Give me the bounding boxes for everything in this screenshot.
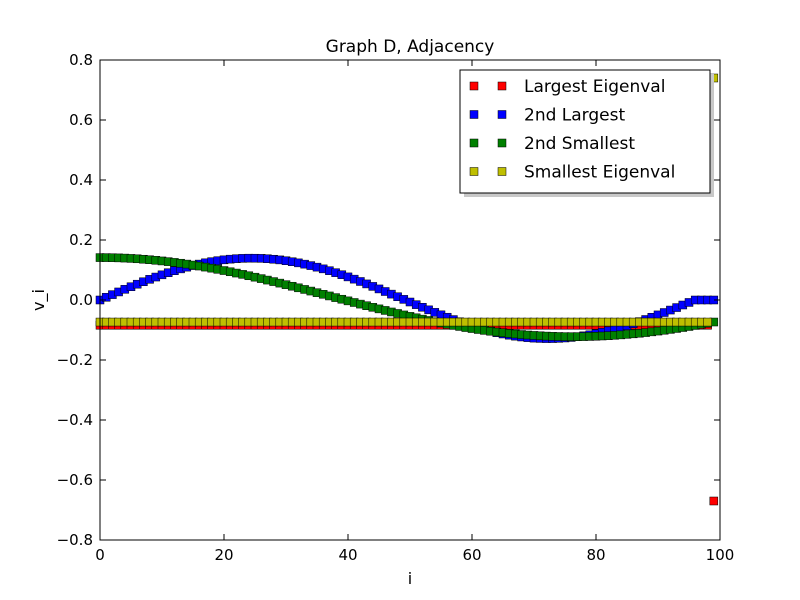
- y-tick-label: −0.4: [57, 411, 93, 429]
- y-tick-label: 0.4: [69, 171, 93, 189]
- y-tick-label: 0.0: [69, 291, 93, 309]
- y-tick-label: −0.8: [57, 531, 93, 549]
- y-tick-label: 0.8: [69, 51, 93, 69]
- x-tick-label: 0: [95, 546, 105, 564]
- x-tick-label: 100: [706, 546, 735, 564]
- legend-label: 2nd Largest: [524, 106, 625, 126]
- data-points: [95, 73, 719, 506]
- point-smallest-eigenval: [703, 317, 712, 327]
- legend-marker: [497, 167, 507, 176]
- x-tick-label: 40: [338, 546, 357, 564]
- y-tick-label: −0.6: [57, 471, 93, 489]
- series-second-smallest: [95, 253, 719, 341]
- legend-marker: [469, 110, 479, 119]
- legend-marker: [469, 81, 479, 91]
- x-axis-label: i: [408, 569, 412, 588]
- legend-marker: [469, 138, 479, 148]
- x-tick-label: 80: [586, 546, 605, 564]
- y-axis-ticks: −0.8 −0.6 −0.4 −0.2 0.0 0.2 0.4 0.6 0.8: [57, 51, 720, 549]
- x-tick-label: 20: [214, 546, 233, 564]
- x-tick-label: 60: [462, 546, 481, 564]
- y-tick-label: −0.2: [57, 351, 93, 369]
- legend-label: Smallest Eigenval: [524, 163, 675, 183]
- x-axis-ticks: 0 20 40 60 80 100: [95, 60, 734, 564]
- legend-marker: [497, 81, 507, 91]
- legend-label: Largest Eigenval: [524, 77, 665, 97]
- point-largest-eigenval: [709, 496, 719, 506]
- legend-marker: [497, 110, 507, 119]
- legend-label: 2nd Smallest: [524, 134, 635, 154]
- y-tick-label: 0.2: [69, 231, 93, 249]
- legend-entries: Largest Eigenval 2nd Largest 2nd Smallest S…: [469, 77, 675, 183]
- chart-title: Graph D, Adjacency: [326, 37, 495, 57]
- legend: Largest Eigenval 2nd Largest 2nd Smallest S…: [459, 69, 714, 197]
- y-tick-label: 0.6: [69, 111, 93, 129]
- legend-marker: [469, 167, 479, 176]
- y-axis-label: v_i: [29, 289, 49, 311]
- series-smallest-eigenval: [95, 73, 719, 327]
- legend-marker: [497, 138, 507, 148]
